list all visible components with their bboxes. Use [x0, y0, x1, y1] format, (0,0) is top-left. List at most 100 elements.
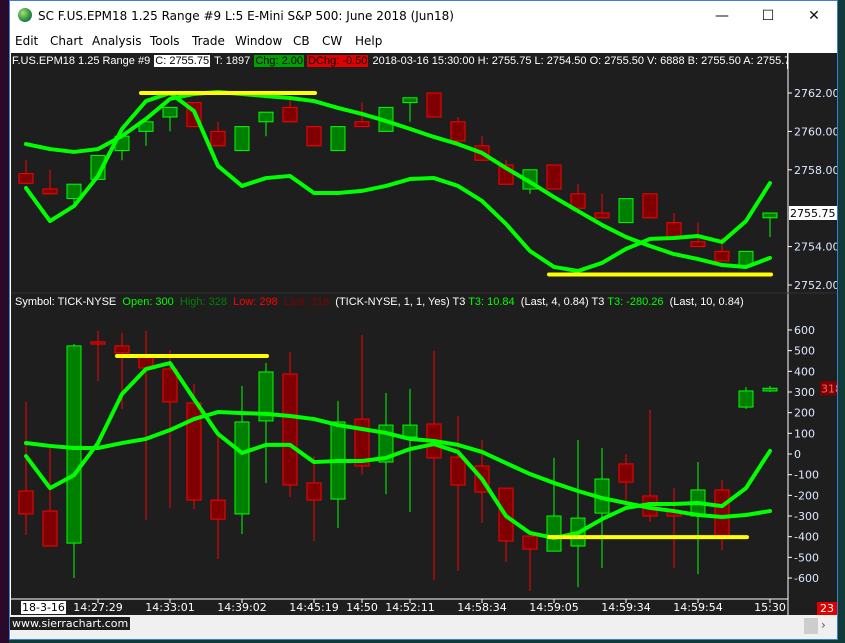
price-candle: [690, 241, 706, 248]
tick-axis-label: -600: [794, 572, 819, 585]
tick-candle: [162, 368, 178, 403]
menu-trade[interactable]: Trade: [192, 34, 225, 48]
price-candle: [258, 111, 274, 123]
tick-candle: [522, 535, 538, 550]
study-open: Open: 300: [122, 296, 174, 308]
study-params: (TICK-NYSE, 1, 1, Yes): [335, 296, 450, 308]
time-axis-label: 14:52:11: [385, 601, 435, 614]
t3a-name: T3: [452, 296, 466, 308]
close-button[interactable]: ✕: [808, 8, 820, 24]
desktop-background: [0, 0, 9, 643]
menu-chart[interactable]: Chart: [50, 34, 83, 48]
menu-tools[interactable]: Tools: [150, 34, 180, 48]
price-candle: [402, 97, 418, 104]
price-candle: [234, 126, 250, 152]
price-candle: [570, 193, 586, 209]
price-candle: [426, 92, 442, 118]
tick-candle: [714, 489, 730, 539]
t3b-params: (Last, 10, 0.84): [669, 296, 744, 308]
header-bar-data: 2018-03-16 15:30:00 H: 2755.75 L: 2754.5…: [372, 55, 788, 67]
tick-candle: [306, 482, 322, 501]
chart-window: SC F.US.EPM18 1.25 Range #9 L:5 E-Mini S…: [9, 0, 838, 640]
price-candle: [354, 121, 370, 128]
tick-candle: [234, 421, 250, 515]
tick-axis-label: -500: [794, 551, 819, 564]
header-change: Chg: 2.00: [254, 55, 305, 67]
time-axis-label: 15:30: [754, 601, 786, 614]
menu-window[interactable]: Window: [235, 34, 283, 48]
tick-candle: [450, 456, 466, 486]
title-bar: SC F.US.EPM18 1.25 Range #9 L:5 E-Mini S…: [10, 1, 837, 31]
tick-candle: [738, 390, 754, 408]
scrollbar-thumb[interactable]: [804, 618, 818, 634]
tick-candle: [18, 490, 34, 515]
time-axis-label: 14:59:05: [529, 601, 579, 614]
tick-ma-slow-line: [24, 410, 772, 520]
tick-candle: [90, 341, 106, 345]
menu-analysis[interactable]: Analysis: [92, 34, 142, 48]
price-axis-label: 2752.00: [794, 279, 837, 292]
price-candle: [594, 212, 610, 219]
app-globe-icon: [18, 8, 32, 22]
tick-candle: [114, 345, 130, 354]
price-candle: [282, 106, 298, 123]
time-axis-label: 14:33:01: [145, 601, 195, 614]
price-axis-label: 2758.00: [794, 164, 837, 177]
price-last-price-label: 2755.75: [790, 207, 836, 220]
tick-candle: [66, 345, 82, 544]
time-axis-label: 14:50: [346, 601, 378, 614]
price-candle: [330, 126, 346, 152]
t3a-params: (Last, 4, 0.84): [520, 296, 589, 308]
time-axis-label: 14:59:34: [601, 601, 651, 614]
chart-area[interactable]: 2762.00 2760.00 2758.00 2754.00 2752.00 2755.…: [11, 53, 837, 615]
price-candle: [66, 183, 82, 200]
tick-axis-label: 200: [794, 407, 815, 420]
tick-axis-label: 300: [794, 386, 815, 399]
tick-axis-label: 400: [794, 365, 815, 378]
price-candle: [762, 212, 778, 219]
minimize-button[interactable]: —: [715, 8, 729, 24]
menu-edit[interactable]: Edit: [15, 34, 39, 48]
study-high: High: 328: [179, 296, 227, 308]
menu-cb[interactable]: CB: [293, 34, 310, 48]
price-candle: [138, 121, 154, 132]
horizontal-scrollbar[interactable]: ‹ ›: [11, 615, 837, 639]
price-candle: [642, 193, 658, 219]
tick-axis-label: -300: [794, 510, 819, 523]
time-axis-label: 14:27:29: [73, 601, 123, 614]
tick-candle: [210, 499, 226, 520]
time-axis-label: 14:45:19: [289, 601, 339, 614]
price-candle: [18, 173, 34, 184]
time-axis-label: 14:39:02: [217, 601, 267, 614]
maximize-button[interactable]: ☐: [761, 8, 775, 24]
t3b-value: T3: -280.26: [607, 296, 664, 308]
watermark: www.sierrachart.com: [10, 617, 131, 630]
menu-help[interactable]: Help: [355, 34, 383, 48]
time-axis-date: 18-3-16: [21, 601, 66, 614]
menu-bar: Edit Chart Analysis Tools Trade Window C…: [10, 32, 837, 52]
tick-axis-label: -400: [794, 531, 819, 544]
price-axis-label: 2760.00: [794, 125, 837, 138]
tick-axis-label: -100: [794, 469, 819, 482]
tick-ma-fast-line: [24, 361, 772, 540]
price-axis-label: 2762.00: [794, 87, 837, 100]
price-candle: [306, 126, 322, 147]
time-axis-label: 14:59:54: [673, 601, 723, 614]
price-candle: [162, 106, 178, 118]
header-close: C: 2755.75: [154, 55, 211, 67]
scroll-right-icon[interactable]: ›: [821, 618, 826, 632]
tick-axis-label: 100: [794, 427, 815, 440]
chart-canvas[interactable]: 2762.00 2760.00 2758.00 2754.00 2752.00 2755.…: [11, 53, 837, 615]
tick-candle: [762, 387, 778, 392]
tick-candle: [402, 424, 418, 438]
price-candle: [666, 222, 682, 238]
tick-candle: [42, 510, 58, 547]
study-symbol: Symbol: TICK-NYSE: [15, 296, 117, 308]
price-candle: [546, 164, 562, 190]
price-candle: [210, 130, 226, 147]
price-ma-slow-line: [24, 90, 772, 269]
header-symbol: F.US.EPM18 1.25 Range #9: [12, 55, 151, 67]
study-low: Low: 298: [233, 296, 278, 308]
menu-cw[interactable]: CW: [322, 34, 343, 48]
price-candle: [450, 121, 466, 142]
